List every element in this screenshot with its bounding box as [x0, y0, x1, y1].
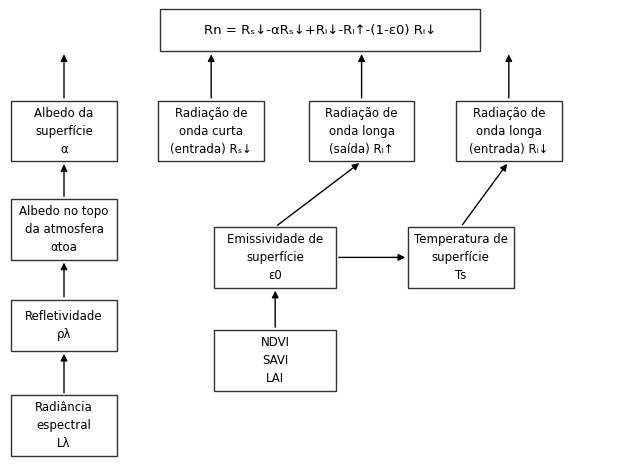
- Text: Rn = Rₛ↓-αRₛ↓+Rₗ↓-Rₗ↑-(1-ε0) Rₗ↓: Rn = Rₛ↓-αRₛ↓+Rₗ↓-Rₗ↑-(1-ε0) Rₗ↓: [204, 24, 436, 37]
- FancyBboxPatch shape: [214, 330, 336, 391]
- Text: Albedo no topo
da atmosfera
αtoa: Albedo no topo da atmosfera αtoa: [19, 205, 109, 254]
- FancyBboxPatch shape: [408, 227, 514, 288]
- Text: Emissividade de
superfície
ε0: Emissividade de superfície ε0: [227, 233, 323, 282]
- Text: Radiação de
onda longa
(saída) Rₗ↑: Radiação de onda longa (saída) Rₗ↑: [325, 107, 398, 155]
- FancyBboxPatch shape: [159, 101, 264, 161]
- Text: Radiação de
onda longa
(entrada) Rₗ↓: Radiação de onda longa (entrada) Rₗ↓: [469, 107, 548, 155]
- FancyBboxPatch shape: [214, 227, 336, 288]
- FancyBboxPatch shape: [456, 101, 562, 161]
- Text: Refletividade
ρλ: Refletividade ρλ: [25, 310, 103, 341]
- Text: Temperatura de
superfície
Ts: Temperatura de superfície Ts: [414, 233, 508, 282]
- FancyBboxPatch shape: [308, 101, 415, 161]
- FancyBboxPatch shape: [12, 395, 116, 456]
- Text: NDVI
SAVI
LAI: NDVI SAVI LAI: [260, 336, 290, 385]
- FancyBboxPatch shape: [12, 199, 116, 260]
- Text: Albedo da
superfície
α: Albedo da superfície α: [35, 107, 93, 155]
- FancyBboxPatch shape: [12, 300, 116, 351]
- FancyBboxPatch shape: [160, 9, 480, 51]
- Text: Radiação de
onda curta
(entrada) Rₛ↓: Radiação de onda curta (entrada) Rₛ↓: [170, 107, 252, 155]
- Text: Radiância
espectral
Lλ: Radiância espectral Lλ: [35, 402, 93, 450]
- FancyBboxPatch shape: [12, 101, 116, 161]
